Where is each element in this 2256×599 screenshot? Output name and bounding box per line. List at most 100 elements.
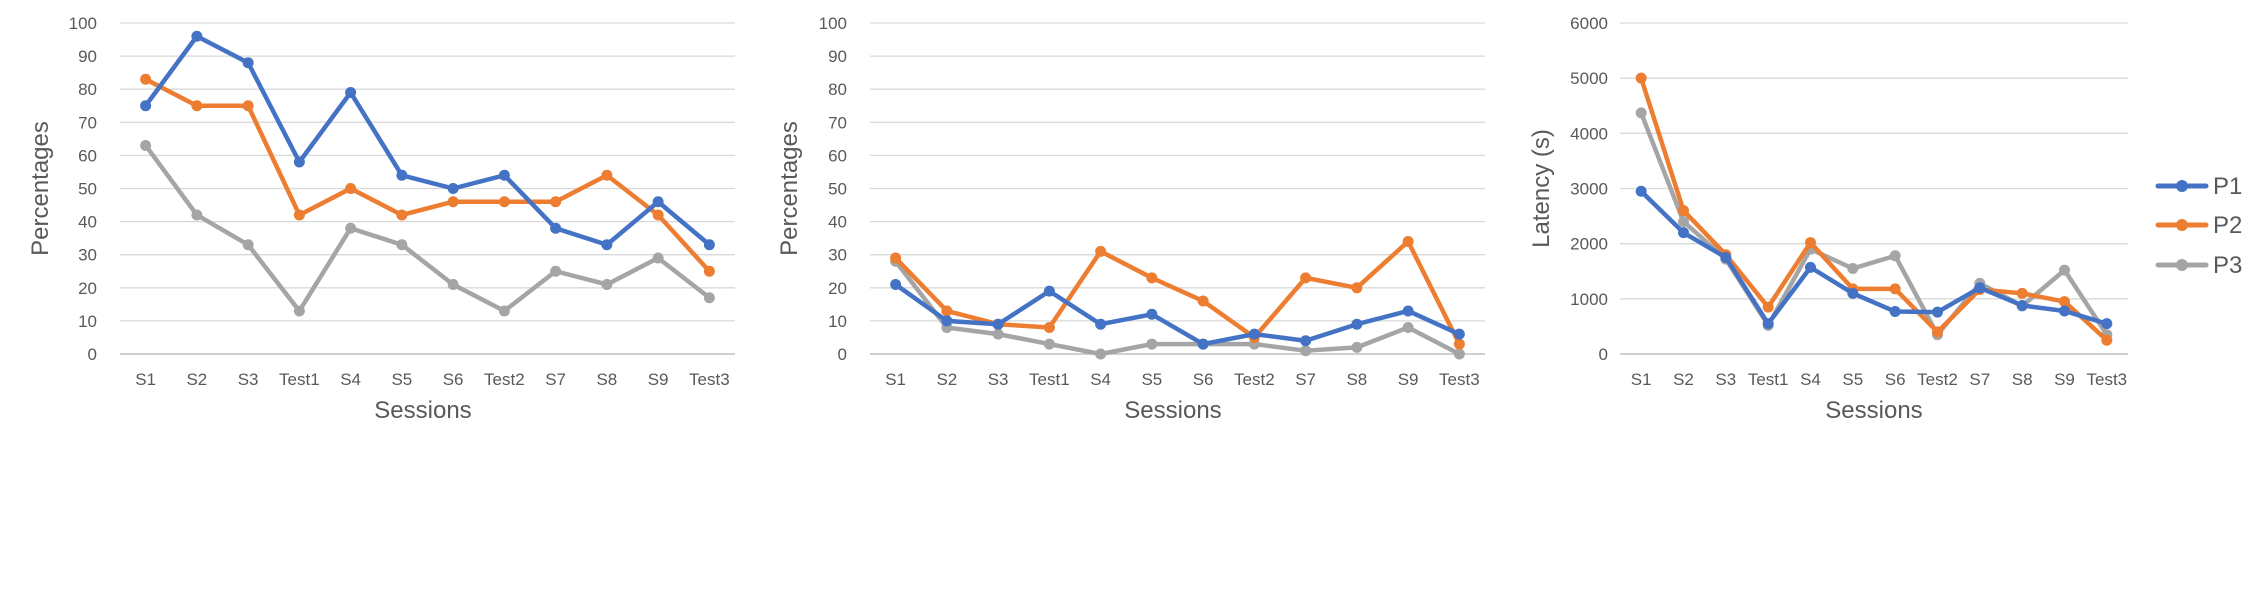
data-point-p3-s1	[140, 139, 152, 151]
data-point-p3-s5	[1847, 262, 1859, 274]
data-point-p2-s9	[2059, 296, 2070, 308]
data-point-p1-s9	[652, 196, 664, 208]
legend-label-p2: P2	[2213, 212, 2242, 239]
data-point-p2-s6	[447, 196, 459, 208]
data-point-p2-test3	[1453, 338, 1465, 350]
x-tick-label-s6: S6	[443, 370, 464, 389]
data-point-p1-s8	[2016, 299, 2028, 311]
x-tick-label-s7: S7	[545, 370, 566, 389]
series-line-p3	[893, 259, 1462, 357]
data-point-p3-test3	[703, 292, 715, 304]
data-point-p3-s4	[345, 222, 357, 234]
data-point-p2-s2	[191, 100, 203, 112]
y-tick-label: 70	[78, 113, 97, 132]
y-tick-label: 20	[78, 279, 97, 298]
data-point-p3-s5	[396, 239, 408, 251]
x-tick-label-s5: S5	[1842, 370, 1863, 389]
data-point-p2-s7	[550, 196, 562, 208]
series-line-p1	[143, 33, 712, 248]
x-tick-label-s8: S8	[1346, 370, 1367, 389]
data-point-p1-s2	[1678, 227, 1689, 239]
x-tick-label-test3: Test3	[689, 370, 730, 389]
data-point-p1-s3	[242, 57, 254, 69]
legend-label-p1: P1	[2213, 173, 2242, 200]
data-point-p1-s7	[550, 222, 562, 234]
data-point-p3-s3	[242, 239, 254, 251]
data-point-p1-test3	[703, 239, 715, 251]
x-tick-label-s6: S6	[1193, 370, 1214, 389]
data-point-p3-s2	[1678, 216, 1689, 228]
data-point-p2-test3	[703, 265, 715, 277]
data-point-p1-s5	[396, 169, 408, 181]
data-point-p1-s1	[890, 278, 902, 290]
data-point-p1-s1	[140, 100, 152, 112]
data-point-p1-test3	[1453, 328, 1465, 340]
data-point-p1-s7	[1300, 335, 1312, 347]
data-point-p1-s3	[992, 318, 1004, 330]
data-point-p3-s7	[550, 265, 562, 277]
x-tick-label-s9: S9	[2054, 370, 2075, 389]
x-tick-label-s3: S3	[1715, 370, 1736, 389]
x-tick-label-test1: Test1	[279, 370, 320, 389]
y-tick-label: 10	[78, 312, 97, 331]
data-point-p3-s5	[1146, 338, 1158, 350]
data-point-p3-s8	[601, 278, 613, 290]
legend-item-p1[interactable]: P1	[2155, 173, 2242, 200]
data-point-p1-test3	[2101, 318, 2113, 330]
legend-item-p2[interactable]: P2	[2155, 212, 2242, 239]
y-tick-label: 40	[78, 213, 97, 232]
y-tick-label: 5000	[1570, 69, 1608, 88]
data-point-p3-s2	[191, 209, 203, 221]
y-tick-label: 100	[69, 14, 97, 33]
data-point-p3-s9	[1402, 322, 1414, 334]
x-tick-label-s4: S4	[340, 370, 361, 389]
data-point-p1-s7	[1974, 282, 1986, 294]
y-tick-label: 60	[78, 146, 97, 165]
x-tick-label-s7: S7	[1295, 370, 1316, 389]
y-tick-label: 60	[828, 146, 847, 165]
x-tick-label-s3: S3	[238, 370, 259, 389]
y-tick-label: 90	[78, 47, 97, 66]
data-point-p1-s5	[1847, 287, 1859, 299]
y-tick-label: 100	[819, 14, 847, 33]
x-axis-title: Sessions	[374, 397, 471, 424]
y-tick-label: 90	[828, 47, 847, 66]
chart-latency: 0 1000 2000 3000 4000 5000 6000 S1 S2 S3 Test1 S4 S5…	[1528, 14, 2128, 424]
data-point-p3-s6	[447, 278, 459, 290]
x-axis-title: Sessions	[1825, 397, 1922, 424]
chart-correct-percentages: 0 10 20 30 40 50 60 70 80 90 100 S1 S2 S3 Test1 S4 S5 S6 T…	[27, 14, 735, 424]
legend-item-p3[interactable]: P3	[2155, 252, 2242, 279]
data-point-p1-s6	[1197, 338, 1209, 350]
data-point-p1-s6	[447, 183, 459, 194]
data-point-p1-s9	[1402, 305, 1414, 317]
x-tick-label-test3: Test3	[2087, 370, 2128, 389]
data-point-p2-s8	[2016, 287, 2028, 299]
data-point-p2-test1	[293, 209, 305, 221]
chart-error-percentages: 0 10 20 30 40 50 60 70 80 90 100 S1 S2 S3 Test1 S4 S5 S6 T…	[776, 14, 1485, 424]
x-tick-label-s4: S4	[1090, 370, 1111, 389]
y-tick-label: 80	[78, 80, 97, 99]
data-point-p2-s4	[1095, 245, 1107, 257]
data-point-p1-s2	[191, 30, 203, 42]
data-point-p2-s1	[140, 73, 152, 85]
data-point-p3-s1	[1635, 107, 1647, 119]
x-tick-label-test2: Test2	[1234, 370, 1275, 389]
y-tick-label: 1000	[1570, 290, 1608, 309]
data-point-p1-s4	[345, 87, 357, 99]
data-point-p1-test1	[293, 156, 305, 168]
x-axis-title: Sessions	[1124, 397, 1221, 424]
data-point-p3-s6	[1889, 250, 1901, 262]
data-point-p1-s8	[601, 239, 613, 251]
data-point-p1-s4	[1095, 318, 1107, 330]
x-tick-label-s7: S7	[1969, 370, 1990, 389]
data-point-p3-s3	[992, 328, 1004, 340]
legend-label-p3: P3	[2213, 252, 2242, 279]
series-line-p1	[1638, 189, 2110, 326]
x-tick-label-s1: S1	[1631, 370, 1652, 389]
data-point-p2-s5	[396, 209, 408, 221]
legend-marker-p2	[2176, 219, 2188, 231]
x-tick-label-s1: S1	[885, 370, 906, 389]
data-point-p2-test2	[1932, 326, 1943, 338]
y-tick-label: 6000	[1570, 14, 1608, 33]
x-tick-label-test1: Test1	[1029, 370, 1070, 389]
